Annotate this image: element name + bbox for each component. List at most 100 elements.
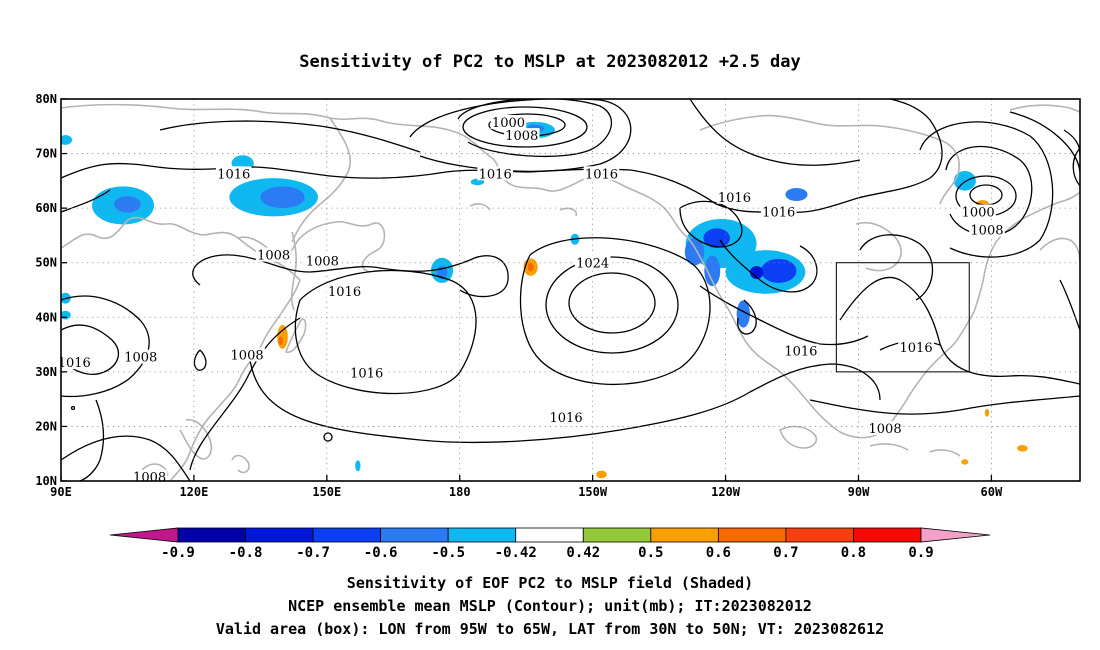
lat-tick-label: 30N [35,365,57,379]
sensitivity-patch [527,262,534,272]
caption-line-2: NCEP ensemble mean MSLP (Contour); unit(… [288,597,812,615]
contour-label: 1024 [576,256,609,271]
colorbar-label: 0.7 [773,545,798,561]
contour-label-bg [969,222,1005,237]
valid-area-box [835,262,970,373]
plot-frame [60,98,1081,482]
colorbar-label: 0.5 [638,545,663,561]
sensitivity-patch [278,336,283,346]
colorbar-label: -0.6 [364,545,398,561]
lat-tick-label: 40N [35,310,57,324]
colorbar-label: 0.8 [841,545,866,561]
contour-label: 1016 [550,411,583,426]
figure-title: Sensitivity of PC2 to MSLP at 2023082012… [299,52,801,72]
lon-tick-label: 60W [981,485,1003,499]
sensitivity-patch [953,171,976,191]
colorbar-label: -0.9 [161,545,195,561]
contour-label: 1016 [58,356,91,371]
contour-label-bg [122,349,159,364]
contour-label-bg [867,421,903,436]
colorbar-segment [245,527,314,543]
contour-label: 1008 [231,348,264,363]
contour-label: 1016 [762,206,795,221]
lat-tick-label: 50N [35,256,57,270]
sensitivity-patch [277,324,288,349]
sensitivity-patch [704,255,721,287]
contour-label-bg [583,166,620,181]
contour-label: 1016 [718,191,751,206]
contour-label-bg [783,343,819,358]
contour-label-bg [304,253,341,268]
colorbar-segment [380,527,449,543]
contour-label: 1000 [492,116,525,131]
contour-label: 1016 [900,341,933,356]
lon-tick-label: 90E [50,485,72,499]
colorbar-segment [650,527,719,543]
contour-label-bg [477,166,513,181]
lon-tick-label: 120E [179,485,208,499]
contour-label: 1008 [124,351,157,366]
lon-tick-label: 150E [312,485,341,499]
contour-label: 1008 [306,255,339,270]
sensitivity-patch [61,135,73,145]
contour-label-bg [490,115,527,130]
colorbar-segment [853,527,922,543]
colorbar-segment [447,527,517,543]
colorbar-label: 0.6 [706,545,731,561]
contour-label-bg [229,347,265,362]
contour-label-bg [61,355,93,370]
sensitivity-patch [984,408,990,417]
lat-tick-label: 60N [35,201,57,215]
contour-labels: 1000 1008 1016 1016 1016 1016 1016 1000 1008 1008… [58,115,1005,481]
lat-tick-label: 20N [35,419,57,433]
colorbar-segment [785,527,854,543]
colorbar-label: -0.7 [296,545,330,561]
colorbar-label: -0.5 [431,545,465,561]
contour-label: 1008 [257,249,290,264]
sensitivity-patch [785,187,808,202]
contour-label: 1016 [585,167,618,182]
colorbar: -0.9 -0.8 -0.7 -0.6 -0.5 -0.42 0.42 0.5 0.6 0.7 0.… [109,527,991,561]
lon-tick-label: 150W [578,485,608,499]
lat-tick-label: 10N [35,474,57,488]
sensitivity-patch [1017,444,1028,452]
lat-tick-label: 70N [35,147,57,161]
colorbar-high-triangle [920,527,991,543]
sensitivity-patch [749,265,764,280]
sensitivity-patch [260,186,305,209]
colorbar-segment [515,527,584,543]
sensitivity-patch [761,258,797,283]
colorbar-label: 0.42 [566,545,600,561]
sensitivity-patch [114,196,141,213]
colorbar-segment [312,527,382,543]
colorbar-low-triangle [109,527,179,543]
caption-line-3: Valid area (box): LON from 95W to 65W, L… [215,620,885,638]
contour-label: 1000 [962,206,995,221]
colorbar-segment [582,527,652,543]
contour-label: 1008 [970,224,1003,239]
contour-label-bg [348,365,385,380]
sensitivity-patch [703,228,730,248]
colorbar-segment [177,527,246,543]
colorbar-segment [717,527,787,543]
contour-label: 1016 [328,285,361,300]
colorbar-label: 0.9 [908,545,933,561]
lon-tick-label: 90W [848,485,870,499]
contour-label-bg [255,247,292,262]
contour-label-bg [131,469,168,481]
contour-label-bg [574,255,611,270]
sensitivity-patch [596,470,607,479]
lon-tick-label: 180 [449,485,471,499]
caption-line-1: Sensitivity of EOF PC2 to MSLP field (Sh… [346,574,754,592]
contour-label-bg [326,284,363,299]
contour-label-bg [215,166,252,181]
contour-label: 1008 [869,422,902,437]
contour-label: 1016 [479,167,512,182]
sensitivity-shading [61,121,1028,479]
lat-tick-label: 80N [35,92,57,106]
contour-label-bg [548,410,584,425]
sensitivity-patch [684,238,705,266]
coastlines [61,103,1080,481]
